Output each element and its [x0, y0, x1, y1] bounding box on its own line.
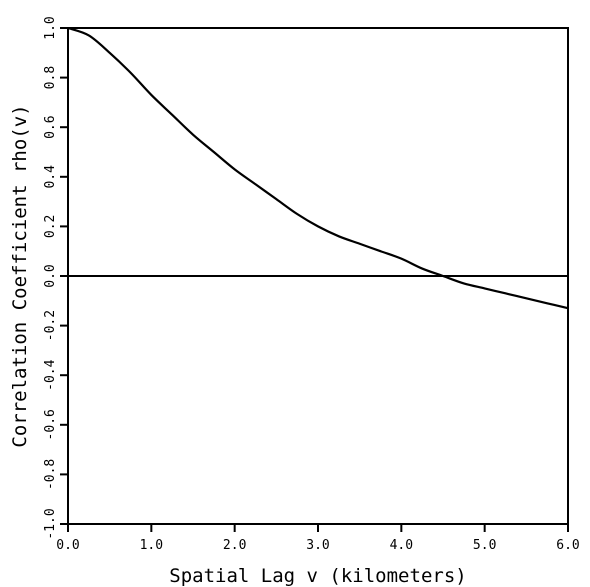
y-tick-label: -1.0 [43, 508, 58, 539]
y-axis-title: Correlation Coefficient rho(v) [9, 104, 31, 447]
x-axis-title: Spatial Lag v (kilometers) [169, 565, 466, 587]
y-tick-label: 1.0 [43, 16, 58, 39]
x-tick-label: 5.0 [473, 538, 496, 553]
series-line-rho [67, 26, 569, 310]
y-tick-label: 0.4 [43, 165, 58, 189]
y-tick-label: -0.6 [43, 409, 58, 440]
x-tick-label: 2.0 [223, 538, 246, 553]
x-tick-label: 6.0 [556, 538, 579, 553]
x-tick-label: 1.0 [140, 538, 163, 553]
y-tick-label: 0.8 [43, 66, 58, 89]
y-tick-label: -0.2 [43, 310, 58, 341]
y-axis-ticks: -1.0 -0.8 -0.6 -0.4 -0.2 0.0 0.2 0.4 0.6 0.8 1.0 [43, 16, 68, 540]
x-tick-label: 0.0 [56, 538, 79, 553]
x-axis-ticks: 0.0 1.0 2.0 3.0 4.0 5.0 6.0 [56, 524, 580, 553]
x-tick-label: 4.0 [390, 538, 413, 553]
x-tick-label: 3.0 [306, 538, 329, 553]
y-tick-label: 0.6 [43, 115, 58, 138]
y-tick-label: 0.0 [43, 264, 58, 287]
y-tick-label: -0.8 [43, 459, 58, 490]
y-tick-label: -0.4 [43, 359, 58, 390]
y-tick-label: 0.2 [43, 215, 58, 238]
